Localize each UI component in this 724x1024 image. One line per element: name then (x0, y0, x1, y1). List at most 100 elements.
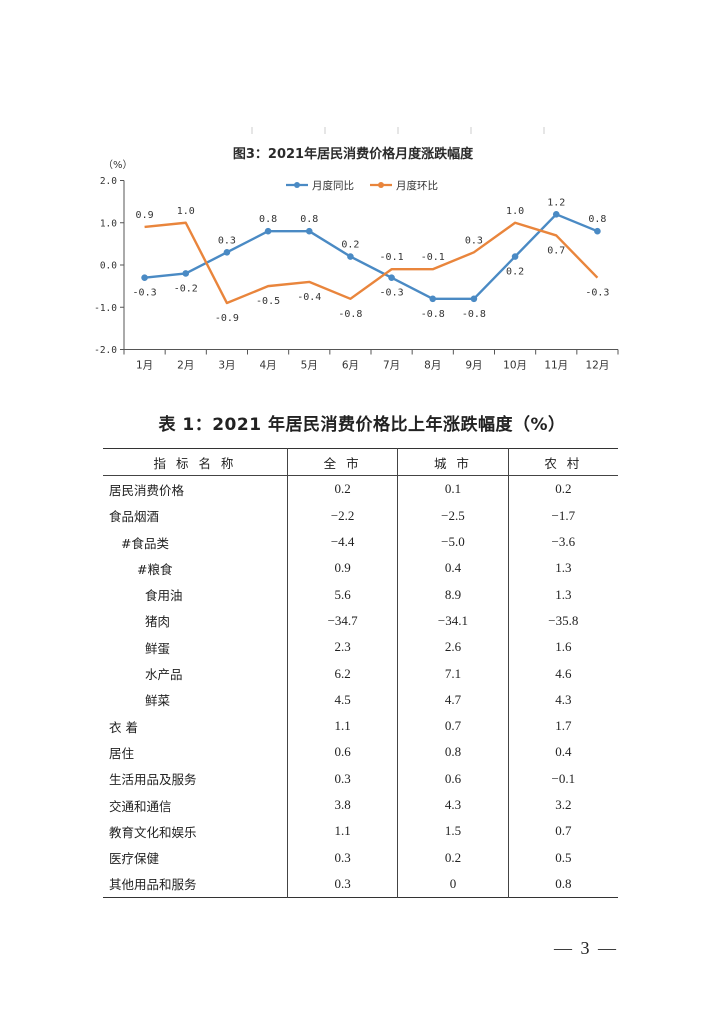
data-label-mom: -0.1 (380, 252, 404, 263)
row-value-rural: 1.6 (507, 634, 618, 661)
row-value-rural: −1.7 (507, 502, 618, 529)
table-row: 其他用品和服务 0.3 0 0.8 (103, 870, 618, 898)
row-indicator-name: 交通和通信 (109, 798, 172, 814)
x-tick-label: 6月 (342, 360, 359, 372)
data-label-yoy: -0.8 (421, 309, 445, 320)
row-value-city-total: 2.3 (286, 634, 398, 661)
row-value-urban: 0.7 (397, 712, 509, 740)
table-row: 水产品 6.2 7.1 4.6 (103, 660, 618, 687)
data-point-yoy (347, 253, 354, 260)
table-title: 表 1：2021 年居民消费价格比上年涨跌幅度（%） (158, 415, 566, 435)
data-point-yoy (429, 295, 437, 303)
data-label-mom: 0.9 (136, 210, 154, 221)
row-value-rural: 4.6 (507, 660, 618, 687)
data-label-mom: 0.7 (547, 245, 565, 256)
data-label-yoy: -0.3 (133, 288, 157, 299)
row-value-rural: 3.2 (507, 791, 618, 819)
data-label-yoy: 0.8 (300, 214, 318, 225)
header-rural: 农 村 (507, 448, 618, 476)
data-label-yoy: 0.8 (259, 214, 277, 225)
x-tick-label: 4月 (259, 360, 276, 372)
legend-label-1: 月度环比 (396, 179, 438, 192)
data-label-mom: 1.0 (177, 206, 195, 217)
row-value-rural: 4.3 (507, 686, 618, 713)
data-label-mom: -0.4 (297, 292, 321, 303)
row-value-city-total: −34.7 (286, 607, 398, 635)
data-label-mom: -0.1 (421, 252, 445, 263)
row-indicator-name: 居民消费价格 (109, 482, 185, 498)
row-value-urban: −2.5 (397, 502, 509, 529)
x-tick-label: 9月 (465, 360, 482, 372)
row-value-city-total: 0.3 (286, 844, 398, 871)
row-value-city-total: 0.9 (286, 555, 398, 582)
row-value-urban: 8.9 (397, 581, 509, 608)
y-axis-unit-label: （%） (103, 159, 133, 171)
x-tick-label: 8月 (424, 360, 441, 372)
row-value-rural: 0.5 (507, 844, 618, 871)
row-value-city-total: 0.2 (286, 475, 398, 503)
row-indicator-name: 居住 (109, 745, 135, 761)
row-value-rural: 1.3 (507, 581, 618, 608)
row-value-urban: −34.1 (397, 607, 509, 635)
table-row: 鲜菜 4.5 4.7 4.3 (103, 686, 618, 713)
x-tick-label: 1月 (136, 360, 153, 372)
row-value-urban: 0.8 (397, 739, 509, 766)
row-value-city-total: 4.5 (286, 686, 398, 713)
table-body: 居民消费价格 0.2 0.1 0.2 食品烟酒 −2.2 −2.5 −1.7 #食品类 −4.4−… (103, 475, 618, 898)
data-point-yoy (223, 249, 231, 256)
y-tick-label: -2.0 (94, 345, 117, 356)
chart-svg: 图3：2021年居民消费价格月度涨跌幅度 （%） 月度同比 月度环比 2.0 1.0 0.0… (94, 127, 619, 372)
row-value-rural: −35.8 (507, 607, 618, 635)
row-value-city-total: −2.2 (286, 502, 398, 529)
row-value-rural: −0.1 (507, 765, 618, 792)
data-label-yoy: 0.2 (506, 267, 524, 278)
row-value-city-total: 3.8 (286, 791, 398, 819)
table-row: 交通和通信 3.8 4.3 3.2 (103, 791, 618, 819)
row-indicator-name: 其他用品和服务 (109, 877, 197, 893)
row-indicator-name: 生活用品及服务 (109, 772, 197, 788)
series-line-0 (144, 213, 598, 300)
data-label-yoy: -0.3 (380, 288, 404, 299)
row-value-urban: 4.7 (397, 686, 509, 713)
x-tick-label: 7月 (383, 360, 400, 372)
row-value-urban: 0.2 (397, 844, 509, 871)
row-value-city-total: 0.3 (286, 870, 398, 898)
cpi-table: 指 标 名 称 全 市 城 市 农 村 居民消费价格 0.2 0.1 0.2 食品烟酒 −… (103, 448, 618, 898)
row-indicator-name: 医疗保健 (109, 851, 160, 867)
table-row: 教育文化和娱乐 1.1 1.5 0.7 (103, 818, 618, 845)
data-point-yoy (182, 270, 190, 277)
data-label-mom: 1.0 (506, 206, 524, 217)
row-value-urban: 1.5 (397, 818, 509, 845)
row-value-urban: 2.6 (397, 634, 509, 661)
data-point-yoy (388, 274, 395, 281)
data-point-yoy (141, 274, 148, 281)
x-tick-label: 10月 (503, 360, 527, 372)
legend-marker-1 (378, 182, 384, 188)
row-value-urban: 0.1 (397, 475, 509, 503)
row-value-urban: 0.6 (397, 765, 509, 792)
row-indicator-name: 鲜菜 (145, 693, 171, 709)
row-value-urban: 0.4 (397, 555, 509, 582)
table-row: 猪肉 −34.7 −34.1 −35.8 (103, 607, 618, 635)
header-city-total: 全 市 (286, 448, 398, 476)
row-indicator-name: 食品烟酒 (109, 509, 160, 525)
data-label-yoy: -0.8 (462, 309, 486, 320)
row-value-rural: 1.3 (507, 555, 618, 582)
row-indicator-name: 猪肉 (145, 614, 171, 630)
table-row: 食品烟酒 −2.2 −2.5 −1.7 (103, 502, 618, 529)
data-label-mom: -0.8 (338, 309, 362, 320)
row-value-city-total: 0.6 (286, 739, 398, 766)
y-tick-label: 0.0 (100, 261, 117, 272)
row-value-city-total: 5.6 (286, 581, 398, 608)
table-row: #食品类 −4.4 −5.0 −3.6 (103, 528, 618, 556)
data-label-mom: -0.3 (585, 288, 609, 299)
table-row: 居住 0.6 0.8 0.4 (103, 739, 618, 766)
data-label-yoy: 1.2 (547, 197, 565, 208)
data-label-yoy: 0.8 (588, 214, 606, 225)
cpi-monthly-chart: 图3：2021年居民消费价格月度涨跌幅度 （%） 月度同比 月度环比 2.0 1.0 0.0… (0, 0, 724, 400)
row-value-city-total: 1.1 (286, 712, 398, 740)
data-label-mom: -0.5 (256, 296, 280, 307)
x-tick-label: 11月 (544, 360, 568, 372)
data-point-yoy (264, 227, 272, 235)
data-label-mom: 0.3 (465, 235, 483, 246)
